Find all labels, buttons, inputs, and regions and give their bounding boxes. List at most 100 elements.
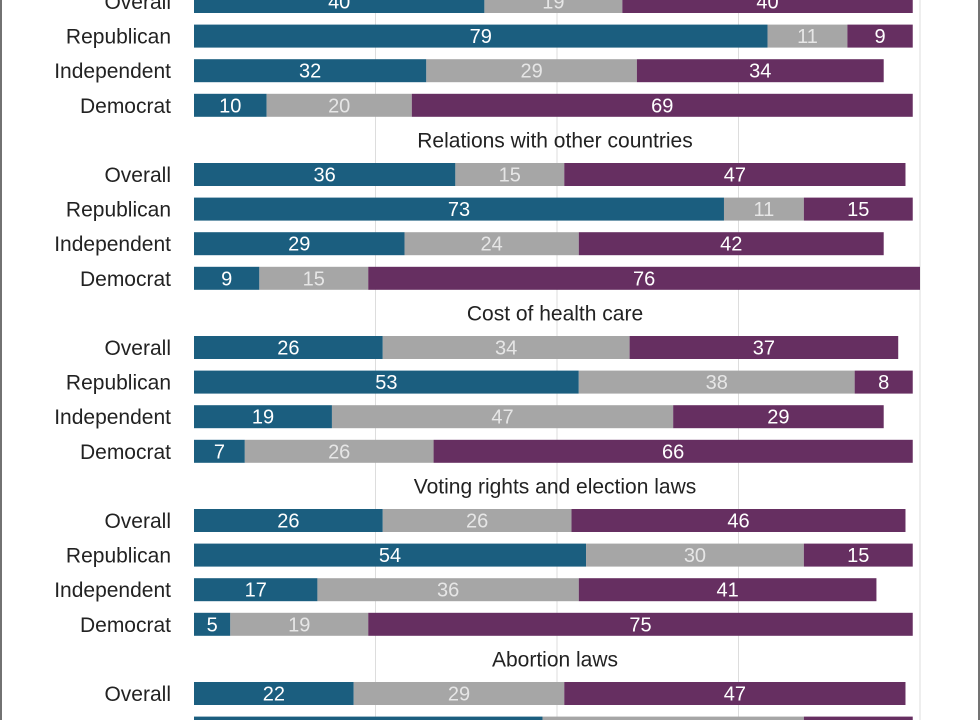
bar-segment — [194, 612, 231, 636]
bar-segment — [194, 93, 267, 117]
bar-segment — [317, 578, 579, 602]
bar-value-label: 8 — [878, 372, 889, 394]
bar-segment — [194, 197, 724, 221]
group-title: Cost of health care — [467, 302, 643, 325]
row-label: Overall — [104, 337, 171, 360]
bar-value-label: 26 — [277, 338, 299, 360]
bar-segment — [353, 682, 565, 705]
bar-segment — [194, 439, 245, 463]
bar-value-label: 47 — [724, 165, 746, 187]
bar-segment — [854, 370, 913, 394]
bar-value-label: 5 — [207, 614, 218, 636]
bar-value-label: 7 — [214, 441, 225, 463]
bar-value-label: 17 — [245, 580, 267, 602]
bar-segment — [847, 24, 913, 48]
row-label: Republican — [66, 199, 171, 222]
bar-segment — [564, 682, 906, 705]
bar-value-label: 73 — [448, 199, 470, 221]
bar-value-label: 11 — [754, 199, 775, 221]
bar-value-label: 15 — [499, 165, 521, 187]
bar-value-label: 24 — [481, 234, 503, 256]
bar-value-label: 10 — [219, 95, 241, 117]
bar-segment — [433, 439, 913, 463]
row-label: Overall — [104, 164, 171, 187]
row-label: Overall — [104, 683, 171, 706]
row-label: Republican — [66, 26, 171, 49]
bar-value-label: 29 — [448, 684, 470, 706]
row-label: Republican — [66, 372, 171, 395]
bar-value-label: 15 — [847, 718, 869, 720]
bar-value-label: 79 — [470, 26, 492, 48]
bar-value-label: 34 — [495, 338, 517, 360]
bar-value-label: 69 — [651, 95, 673, 117]
bar-segment — [368, 266, 920, 290]
bar-value-label: 38 — [706, 372, 728, 394]
group-title: Voting rights and election laws — [414, 475, 697, 498]
bar-segment — [723, 197, 804, 221]
bar-value-label: 36 — [437, 580, 459, 602]
bar-segment — [404, 232, 579, 256]
bar-segment — [194, 266, 260, 290]
bars — [194, 0, 920, 720]
group-title: Abortion laws — [492, 648, 618, 671]
bar-value-label: 48 — [357, 718, 379, 720]
bar-value-label: 40 — [756, 0, 778, 14]
bar-value-label: 75 — [629, 614, 651, 636]
row-label: Democrat — [80, 614, 171, 637]
bar-segment — [426, 59, 637, 83]
bar-segment — [194, 0, 485, 13]
bar-segment — [578, 370, 855, 394]
group-title: Relations with other countries — [417, 129, 692, 152]
bar-value-label: 29 — [520, 61, 542, 83]
bar-segment — [571, 509, 906, 532]
bar-value-label: 30 — [684, 545, 706, 567]
bar-value-label: 9 — [875, 26, 886, 48]
bar-segment — [194, 24, 768, 48]
bar-value-label: 53 — [375, 372, 397, 394]
bar-value-label: 42 — [720, 234, 742, 256]
bar-segment — [194, 405, 332, 429]
row-label: Independent — [54, 406, 171, 429]
bar-segment — [194, 716, 543, 720]
bar-value-label: 32 — [299, 61, 321, 83]
bar-value-label: 76 — [633, 268, 655, 290]
bar-value-label: 22 — [263, 684, 285, 706]
row-label: Independent — [54, 233, 171, 256]
bar-segment — [455, 163, 565, 186]
bar-value-label: 66 — [662, 441, 684, 463]
bar-segment — [578, 578, 877, 602]
row-label: Independent — [54, 579, 171, 602]
bar-segment — [194, 59, 427, 83]
bar-segment — [382, 336, 630, 359]
bar-segment — [194, 163, 456, 186]
bar-segment — [259, 266, 369, 290]
bar-value-label: 15 — [847, 199, 869, 221]
bar-value-label: 11 — [797, 26, 818, 48]
bar-segment — [194, 232, 405, 256]
bar-segment — [586, 543, 804, 567]
bar-segment — [578, 232, 884, 256]
bar-segment — [803, 716, 913, 720]
bar-segment — [803, 543, 913, 567]
bar-value-label: 19 — [542, 0, 564, 14]
bar-value-label: 29 — [288, 234, 310, 256]
row-label: Democrat — [80, 268, 171, 291]
bar-segment — [673, 405, 884, 429]
bar-segment — [194, 509, 383, 532]
bar-segment — [368, 612, 913, 636]
bar-segment — [803, 197, 913, 221]
bar-segment — [244, 439, 434, 463]
row-label: Independent — [54, 60, 171, 83]
bar-value-label: 47 — [724, 684, 746, 706]
bar-value-label: 36 — [314, 165, 336, 187]
bar-value-label: 15 — [303, 268, 325, 290]
bar-segment — [411, 93, 913, 117]
bar-segment — [194, 370, 579, 394]
bar-value-label: 19 — [288, 614, 310, 636]
bar-segment — [194, 543, 587, 567]
bar-segment — [331, 405, 674, 429]
bar-value-label: 19 — [252, 407, 274, 429]
bar-segment — [382, 509, 572, 532]
